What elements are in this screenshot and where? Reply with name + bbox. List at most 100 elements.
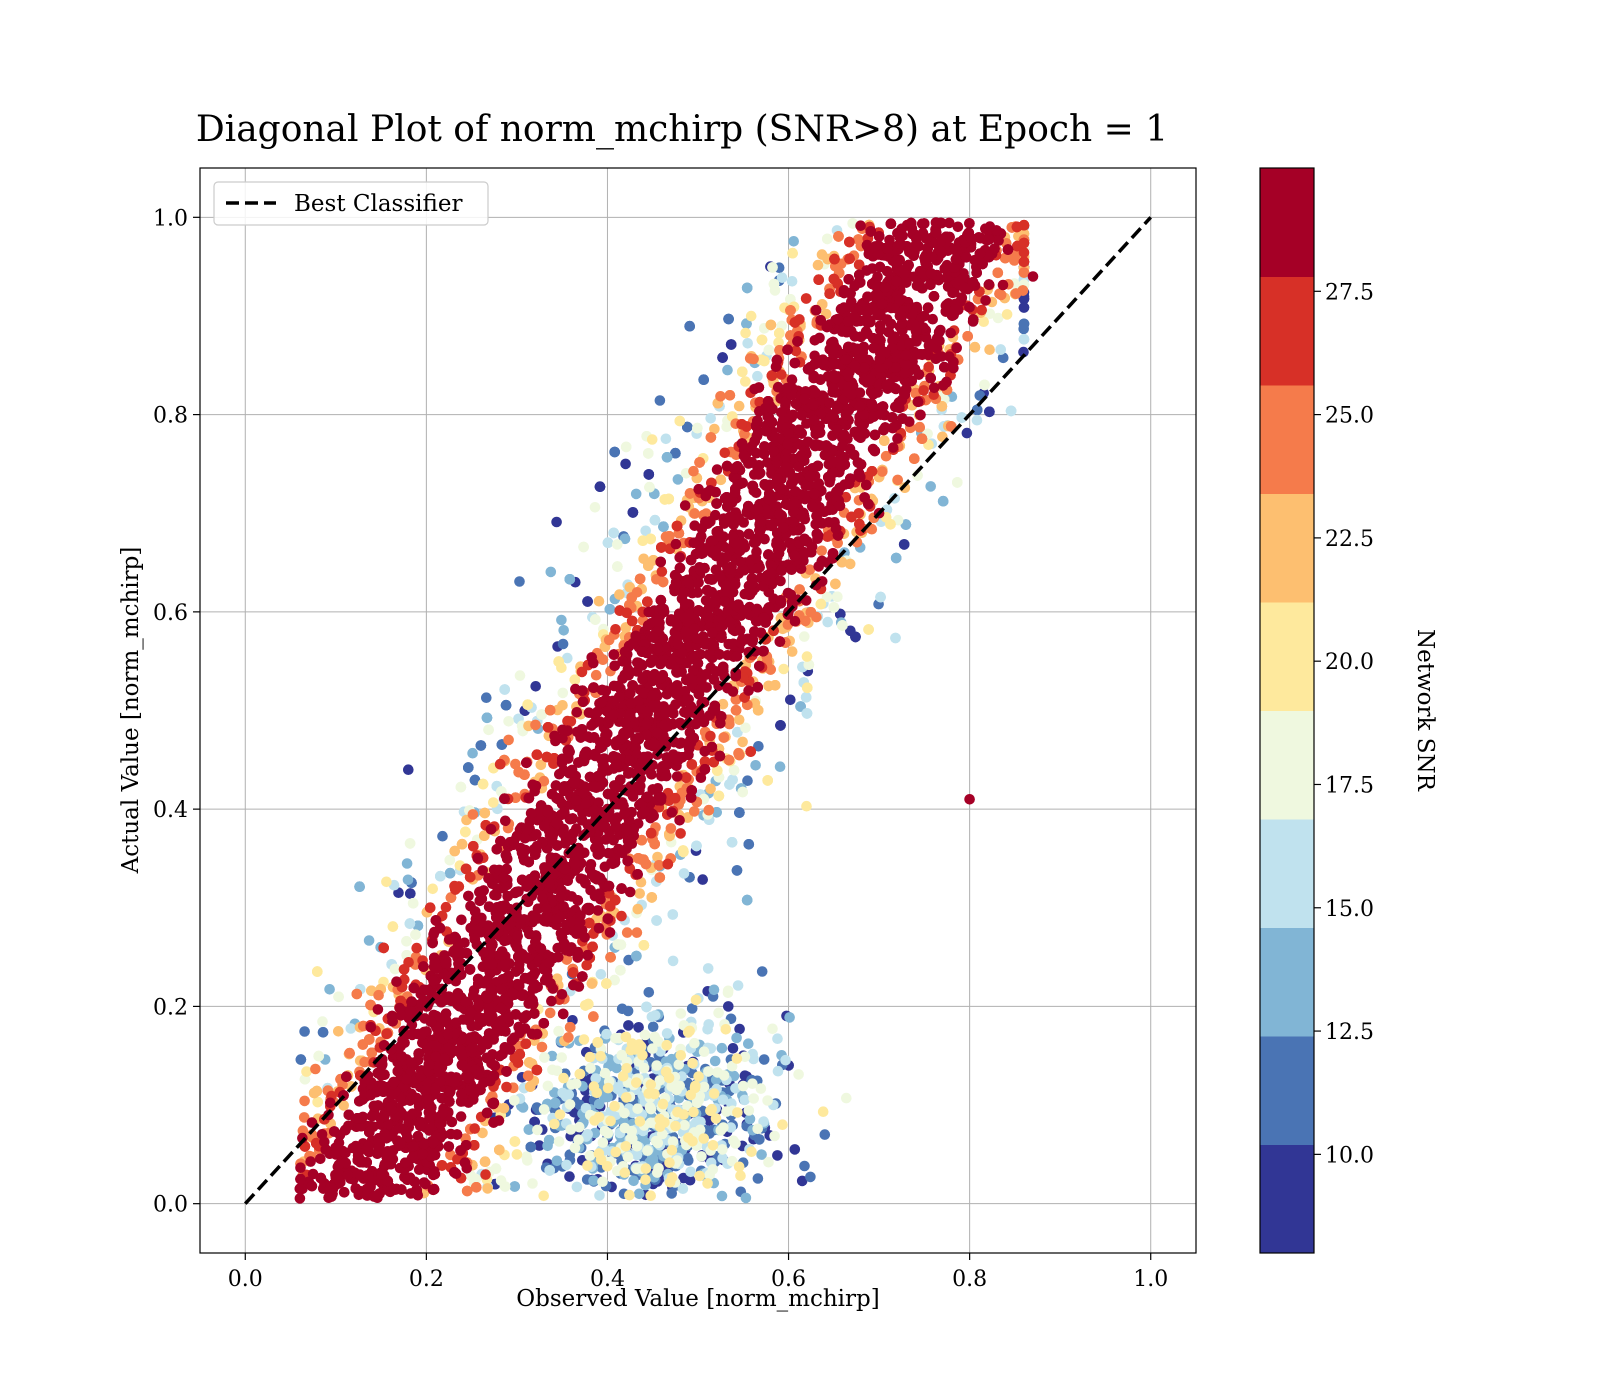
scatter-point (978, 316, 989, 328)
scatter-point (634, 1116, 646, 1127)
scatter-point (372, 1004, 384, 1015)
scatter-point (756, 1149, 767, 1160)
scatter-point (602, 913, 614, 924)
scatter-point (623, 1020, 634, 1031)
scatter-point (693, 1071, 704, 1082)
scatter-point (295, 1054, 307, 1065)
scatter-point (523, 1124, 535, 1135)
scatter-point (616, 1003, 628, 1015)
scatter-point (692, 422, 703, 434)
scatter-point (310, 1063, 321, 1075)
scatter-point (739, 1051, 751, 1063)
scatter-point (615, 965, 626, 976)
scatter-point (573, 1134, 584, 1145)
scatter-point (976, 304, 987, 316)
scatter-point (649, 1031, 660, 1043)
scatter-point (477, 778, 489, 790)
scatter-point (744, 1113, 756, 1125)
scatter-point (527, 1178, 538, 1189)
scatter-point (471, 1182, 482, 1193)
scatter-point (787, 247, 798, 259)
scatter-point (631, 1163, 642, 1175)
scatter-point (633, 1022, 644, 1033)
scatter-point (685, 1089, 696, 1101)
scatter-point (709, 1055, 721, 1067)
scatter-point (995, 344, 1006, 355)
scatter-point (962, 331, 973, 342)
scatter-point (705, 783, 716, 795)
scatter-point (702, 963, 714, 974)
scatter-point (776, 272, 788, 284)
scatter-point (295, 1162, 306, 1173)
scatter-point (569, 674, 581, 686)
scatter-point (521, 1151, 532, 1162)
scatter-point (639, 1029, 651, 1041)
scatter-point (299, 1095, 310, 1107)
scatter-point (772, 1033, 783, 1044)
scatter-point (588, 1011, 599, 1022)
scatter-point (437, 830, 448, 842)
scatter-point (551, 1155, 563, 1167)
scatter-point (763, 1156, 774, 1168)
scatter-point (822, 531, 833, 542)
scatter-point (844, 558, 856, 570)
scatter-point (740, 1192, 752, 1204)
scatter-point (722, 364, 733, 376)
scatter-point (544, 704, 556, 716)
scatter-point (483, 724, 494, 736)
scatter-point (647, 1021, 659, 1033)
scatter-point (444, 854, 456, 866)
scatter-point (866, 466, 878, 477)
scatter-point (577, 971, 588, 982)
scatter-point (721, 421, 732, 433)
scatter-point (916, 433, 928, 445)
scatter-point (705, 432, 717, 443)
scatter-point (652, 1167, 663, 1178)
scatter-point (992, 267, 1004, 279)
scatter-point (669, 792, 681, 804)
scatter-point (813, 274, 824, 286)
scatter-point (672, 474, 684, 485)
scatter-point (705, 413, 716, 424)
scatter-point (364, 1034, 375, 1045)
scatter-point (786, 646, 798, 657)
scatter-point (661, 1028, 673, 1039)
scatter-point (746, 1146, 757, 1157)
scatter-point (815, 598, 827, 610)
scatter-point (666, 1188, 677, 1199)
scatter-point (740, 722, 751, 734)
scatter-point (923, 361, 934, 373)
scatter-point (753, 741, 764, 752)
scatter-point (627, 507, 639, 518)
scatter-point (837, 620, 848, 631)
scatter-point (614, 589, 625, 600)
scatter-point (405, 888, 416, 899)
scatter-point (844, 236, 855, 248)
scatter-point (1001, 309, 1013, 320)
scatter-point (660, 1066, 672, 1078)
scatter-point (407, 898, 419, 909)
scatter-point (674, 415, 686, 427)
scatter-point (971, 414, 983, 426)
scatter-point (440, 901, 452, 913)
scatter-point (685, 1166, 696, 1178)
scatter-point (741, 894, 753, 906)
scatter-point (682, 1027, 694, 1038)
scatter-point (786, 276, 798, 287)
scatter-point (490, 1163, 502, 1174)
scatter-point (717, 352, 728, 363)
scatter-point (514, 576, 525, 587)
scatter-point (480, 1169, 491, 1180)
scatter-point (645, 1190, 656, 1201)
scatter-point (608, 527, 619, 539)
scatter-point (682, 812, 693, 823)
scatter-point (689, 1037, 700, 1049)
scatter-point (667, 1136, 679, 1147)
scatter-point (549, 1097, 561, 1109)
scatter-point (674, 1080, 685, 1092)
scatter-point (799, 631, 810, 642)
scatter-point (610, 624, 621, 635)
scatter-point (610, 1146, 622, 1158)
scatter-point (491, 844, 503, 855)
scatter-point (756, 966, 768, 977)
